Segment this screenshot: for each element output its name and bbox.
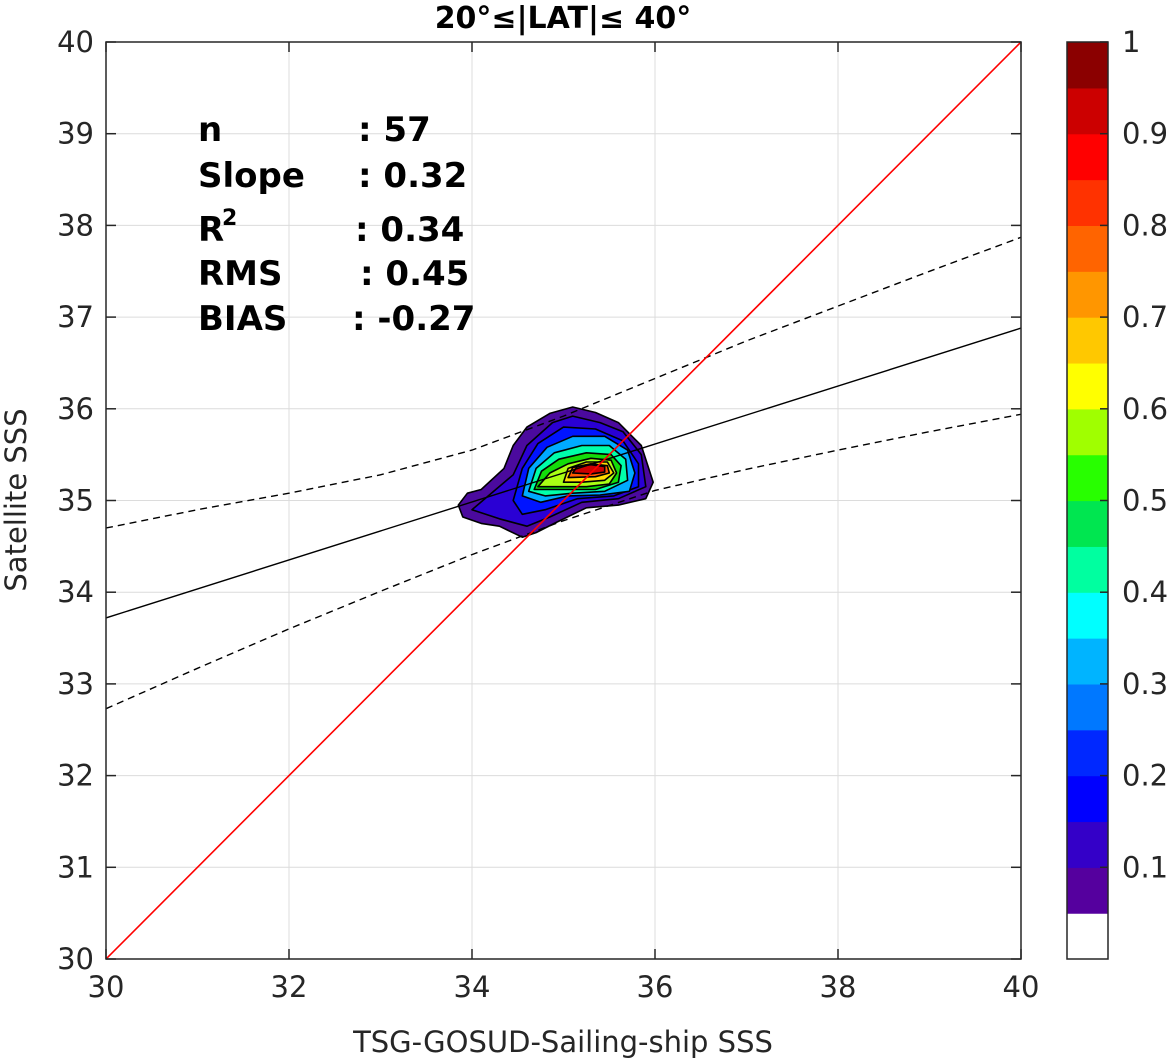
confidence-upper-line — [106, 236, 1021, 529]
one-to-one-line — [106, 42, 1021, 959]
regression-line — [106, 327, 1021, 619]
x-tick-label: 38 — [820, 970, 857, 1004]
stat-value: : 0.34 — [355, 210, 464, 250]
stat-label: BIAS — [198, 299, 287, 339]
x-axis-label: TSG-GOSUD-Sailing-ship SSS — [352, 1025, 773, 1059]
colorbar-segment — [1067, 317, 1108, 364]
y-tick-label: 32 — [57, 759, 94, 793]
stat-value: : 0.32 — [358, 156, 467, 196]
y-tick-label: 33 — [57, 667, 94, 701]
y-tick-label: 30 — [57, 942, 94, 976]
y-tick-label: 37 — [57, 300, 94, 334]
colorbar: 0.1 0.2 0.3 0.4 0.5 0.6 0.7 0.8 0.9 1 — [1066, 25, 1168, 960]
density-contours — [457, 406, 655, 539]
stat-value: : 0.45 — [360, 254, 469, 294]
axes: 30 32 34 36 38 40 30 31 32 33 34 35 36 37 38 39 40 — [57, 25, 1039, 1004]
colorbar-tick-label: 0.8 — [1122, 208, 1168, 242]
stat-value: : -0.27 — [352, 299, 475, 339]
colorbar-segment — [1067, 87, 1108, 135]
colorbar-segment — [1067, 729, 1108, 777]
colorbar-segment — [1067, 500, 1108, 547]
y-tick-label: 34 — [57, 575, 94, 609]
colorbar-tick-label: 0.9 — [1122, 117, 1168, 151]
y-tick-label: 40 — [57, 25, 94, 59]
colorbar-segment — [1067, 271, 1108, 318]
colorbar-segment — [1067, 775, 1108, 823]
colorbar-segment — [1067, 821, 1108, 868]
confidence-lower-line — [106, 413, 1021, 710]
colorbar-segment — [1067, 546, 1108, 593]
colorbar-segment — [1067, 408, 1108, 456]
y-tick-label: 38 — [57, 208, 94, 242]
colorbar-segment — [1067, 913, 1108, 960]
y-tick-label: 35 — [57, 484, 94, 518]
colorbar-segment — [1067, 362, 1108, 410]
stat-label: RMS — [198, 254, 283, 294]
y-tick-label: 39 — [57, 117, 94, 151]
stat-label: n — [198, 110, 222, 150]
colorbar-segment — [1067, 133, 1108, 181]
colorbar-segment — [1067, 867, 1108, 914]
colorbar-tick-label: 0.4 — [1122, 575, 1168, 609]
chart-title: 20°≤|LAT|≤ 40° — [435, 1, 692, 36]
colorbar-segment — [1067, 179, 1108, 226]
x-tick-label: 34 — [454, 970, 491, 1004]
y-tick-label: 31 — [57, 850, 94, 884]
colorbar-segment — [1067, 42, 1108, 89]
stat-label-superscript: 2 — [222, 206, 237, 231]
y-axis-label: Satellite SSS — [0, 408, 33, 591]
x-tick-label: 40 — [1003, 970, 1040, 1004]
colorbar-tick-label: 0.3 — [1122, 667, 1168, 701]
stat-label: R — [198, 210, 224, 250]
colorbar-segment — [1067, 638, 1108, 685]
x-tick-label: 32 — [271, 970, 308, 1004]
colorbar-tick-label: 0.6 — [1122, 392, 1168, 426]
y-tick-label: 36 — [57, 392, 94, 426]
colorbar-segment — [1067, 225, 1108, 272]
colorbar-tick-label: 1 — [1122, 25, 1140, 59]
x-tick-label: 30 — [88, 970, 125, 1004]
colorbar-tick-label: 0.5 — [1122, 484, 1168, 518]
x-tick-label: 36 — [637, 970, 674, 1004]
stat-label: Slope — [198, 156, 305, 196]
stat-value: : 57 — [358, 110, 431, 150]
colorbar-segment — [1067, 592, 1108, 639]
fit-lines — [106, 42, 1021, 959]
colorbar-tick-label: 0.2 — [1122, 759, 1168, 793]
colorbar-segment — [1067, 454, 1108, 502]
colorbar-tick-label: 0.1 — [1122, 850, 1168, 884]
stats-annotation: n : 57 Slope : 0.32 R2 : 0.34 RMS : 0.45 BIAS : -… — [198, 110, 475, 339]
colorbar-tick-label: 0.7 — [1122, 300, 1168, 334]
colorbar-segment — [1067, 683, 1108, 731]
